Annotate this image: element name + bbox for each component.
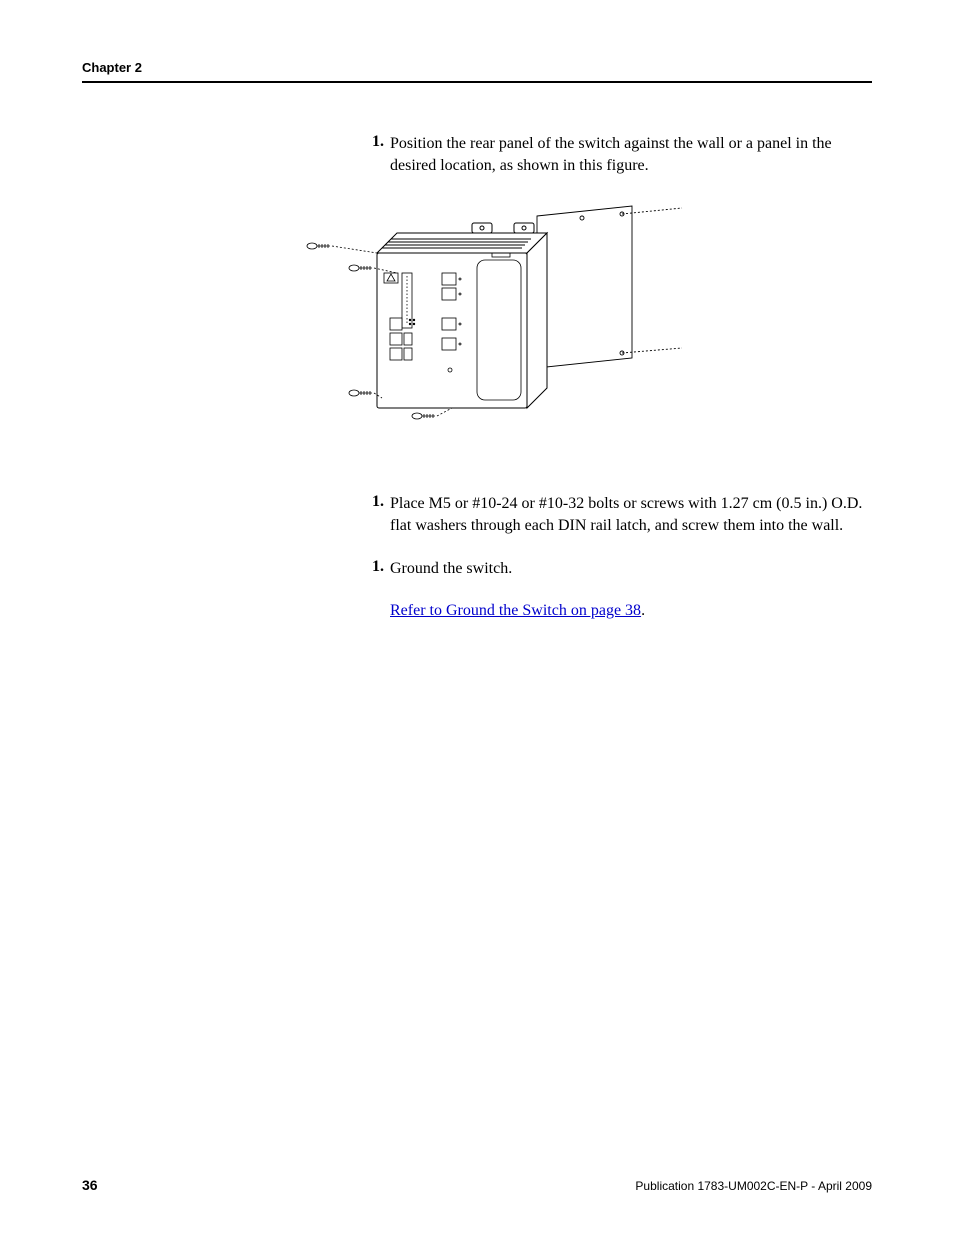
step-1-text: Position the rear panel of the switch ag… bbox=[390, 133, 872, 176]
mounting-figure bbox=[282, 198, 872, 463]
step-3-number: 1. bbox=[362, 558, 384, 580]
link-tail: . bbox=[641, 602, 645, 619]
step-2-text: Place M5 or #10-24 or #10-32 bolts or sc… bbox=[390, 493, 872, 536]
switch-mounting-diagram bbox=[282, 198, 702, 458]
publication-id: Publication 1783-UM002C-EN-P - April 200… bbox=[635, 1179, 872, 1193]
step-1: 1. Position the rear panel of the switch… bbox=[362, 133, 872, 176]
page-footer: 36 Publication 1783-UM002C-EN-P - April … bbox=[82, 1177, 872, 1193]
content-column: 1. Position the rear panel of the switch… bbox=[362, 133, 872, 620]
chapter-label: Chapter 2 bbox=[82, 60, 142, 75]
page-number: 36 bbox=[82, 1177, 98, 1193]
cross-reference: Refer to Ground the Switch on page 38. bbox=[390, 602, 872, 620]
step-3: 1. Ground the switch. bbox=[362, 558, 872, 580]
step-3-text: Ground the switch. bbox=[390, 558, 872, 580]
step-1-number: 1. bbox=[362, 133, 384, 176]
ground-switch-link[interactable]: Refer to Ground the Switch on page 38 bbox=[390, 602, 641, 619]
step-2: 1. Place M5 or #10-24 or #10-32 bolts or… bbox=[362, 493, 872, 536]
page-header: Chapter 2 bbox=[82, 60, 872, 83]
step-2-number: 1. bbox=[362, 493, 384, 536]
